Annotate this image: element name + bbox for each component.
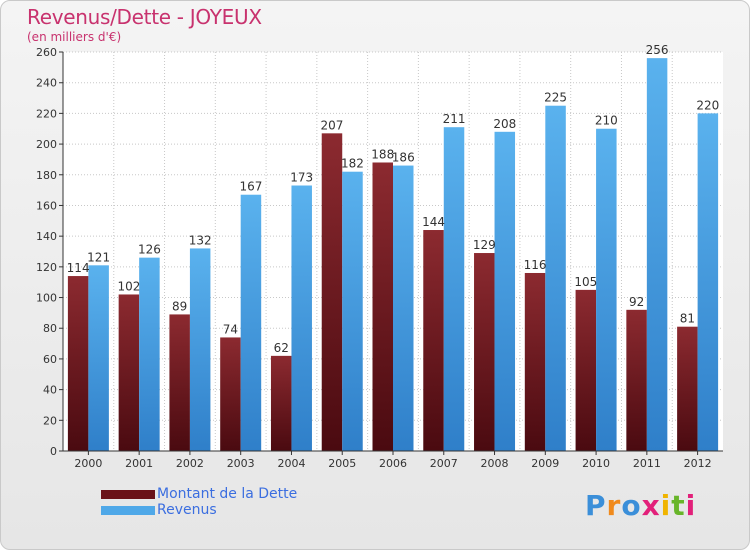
x-tick-label: 2003 bbox=[227, 457, 255, 470]
x-tick-label: 2011 bbox=[633, 457, 661, 470]
value-label-revenus: 167 bbox=[239, 180, 262, 194]
value-label-dette: 92 bbox=[629, 295, 644, 309]
x-tick-label: 2006 bbox=[379, 457, 407, 470]
bar-dette bbox=[270, 355, 292, 451]
legend-swatch-revenus bbox=[101, 506, 155, 515]
y-tick-label: 160 bbox=[36, 199, 57, 212]
bar-dette bbox=[524, 272, 546, 451]
value-label-dette: 102 bbox=[117, 279, 140, 293]
legend-label-revenus: Revenus bbox=[157, 502, 217, 518]
value-label-revenus: 173 bbox=[290, 171, 313, 185]
bar-revenus bbox=[189, 248, 211, 451]
bar-dette bbox=[118, 294, 140, 451]
y-tick-label: 120 bbox=[36, 261, 57, 274]
y-tick-label: 40 bbox=[43, 384, 57, 397]
value-label-revenus: 121 bbox=[87, 250, 110, 264]
bar-revenus bbox=[342, 171, 363, 451]
bar-revenus bbox=[494, 131, 516, 452]
chart-title: Revenus/Dette - JOYEUX bbox=[27, 5, 262, 29]
logo-letter: i bbox=[660, 489, 672, 522]
bar-dette bbox=[169, 314, 190, 451]
y-tick-label: 180 bbox=[36, 169, 57, 182]
y-tick-label: 80 bbox=[43, 322, 57, 335]
y-tick-label: 20 bbox=[43, 414, 57, 427]
bar-dette bbox=[321, 133, 343, 452]
chart-subtitle: (en milliers d'€) bbox=[27, 30, 122, 44]
logo-letter: i bbox=[685, 489, 697, 522]
value-label-dette: 114 bbox=[67, 261, 90, 275]
logo-letter: t bbox=[671, 489, 686, 522]
bar-dette bbox=[423, 230, 444, 451]
value-label-revenus: 208 bbox=[493, 117, 516, 131]
x-tick-label: 2001 bbox=[125, 457, 153, 470]
bar-dette bbox=[67, 276, 89, 451]
x-tick-label: 2002 bbox=[176, 457, 204, 470]
y-tick-label: 0 bbox=[50, 445, 57, 458]
bar-dette bbox=[372, 162, 393, 451]
x-tick-label: 2004 bbox=[277, 457, 305, 470]
axis-layer: 0 20 40 60 80 100 120 140 160 180 200 220 240 260 2000… bbox=[36, 46, 723, 470]
bar-dette bbox=[575, 289, 597, 451]
bar-revenus bbox=[139, 257, 160, 451]
value-label-revenus: 132 bbox=[189, 233, 212, 247]
y-tick-label: 100 bbox=[36, 292, 57, 305]
value-label-dette: 144 bbox=[422, 215, 445, 229]
logo-letter: o bbox=[621, 489, 642, 522]
y-tick-label: 240 bbox=[36, 77, 57, 90]
value-label-dette: 188 bbox=[371, 147, 394, 161]
y-tick-label: 220 bbox=[36, 107, 57, 120]
value-label-revenus: 256 bbox=[646, 43, 669, 57]
bar-revenus bbox=[291, 185, 312, 451]
bar-dette bbox=[677, 326, 698, 451]
x-tick-label: 2000 bbox=[74, 457, 102, 470]
value-label-dette: 62 bbox=[274, 341, 289, 355]
value-label-dette: 129 bbox=[473, 238, 496, 252]
x-tick-label: 2012 bbox=[684, 457, 712, 470]
x-tick-label: 2008 bbox=[481, 457, 509, 470]
value-label-revenus: 220 bbox=[696, 98, 719, 112]
value-label-dette: 89 bbox=[172, 299, 187, 313]
proxiti-logo: Proxiti bbox=[585, 489, 696, 522]
bar-revenus bbox=[646, 58, 668, 452]
legend-label-dette: Montant de la Dette bbox=[157, 486, 298, 502]
value-label-dette: 74 bbox=[223, 322, 238, 336]
x-tick-label: 2007 bbox=[430, 457, 458, 470]
bar-revenus bbox=[393, 165, 414, 452]
value-label-revenus: 225 bbox=[544, 91, 567, 105]
bar-dette bbox=[220, 337, 241, 451]
bar-revenus bbox=[596, 128, 617, 451]
bar-revenus bbox=[240, 194, 262, 451]
bar-revenus bbox=[545, 105, 566, 451]
bar-revenus bbox=[88, 265, 109, 451]
value-label-revenus: 186 bbox=[392, 151, 415, 165]
value-label-revenus: 210 bbox=[595, 114, 618, 128]
legend-swatch-dette bbox=[101, 490, 155, 499]
logo-letter: r bbox=[606, 489, 622, 522]
x-tick-label: 2005 bbox=[328, 457, 356, 470]
value-label-revenus: 211 bbox=[443, 112, 466, 126]
bar-dette bbox=[474, 253, 495, 451]
x-tick-label: 2009 bbox=[531, 457, 559, 470]
y-tick-label: 60 bbox=[43, 353, 57, 366]
x-tick-label: 2010 bbox=[582, 457, 610, 470]
value-label-dette: 116 bbox=[524, 258, 547, 272]
bars-layer bbox=[67, 58, 719, 452]
value-label-dette: 105 bbox=[574, 275, 597, 289]
value-label-revenus: 182 bbox=[341, 157, 364, 171]
bar-revenus bbox=[697, 113, 719, 451]
bar-revenus bbox=[443, 127, 465, 451]
value-label-dette: 81 bbox=[680, 312, 695, 326]
bar-dette bbox=[626, 309, 647, 451]
y-tick-label: 140 bbox=[36, 230, 57, 243]
y-tick-label: 260 bbox=[36, 46, 57, 59]
y-tick-label: 200 bbox=[36, 138, 57, 151]
logo-letter: x bbox=[641, 489, 661, 522]
value-label-revenus: 126 bbox=[138, 243, 161, 257]
logo-letter: P bbox=[585, 489, 607, 522]
value-label-dette: 207 bbox=[321, 118, 344, 132]
